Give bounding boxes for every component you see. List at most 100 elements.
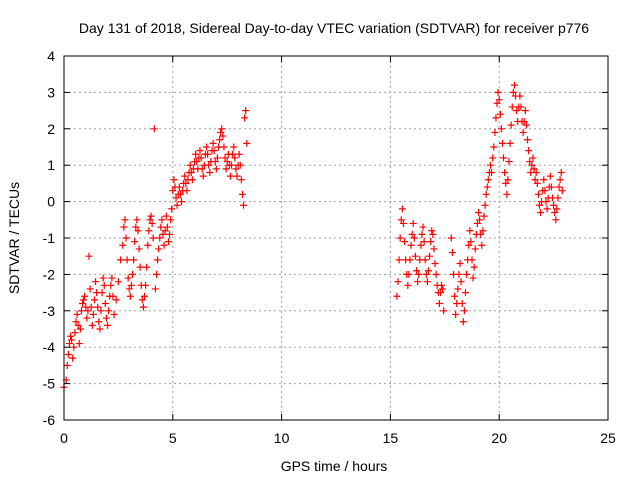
data-point bbox=[108, 274, 116, 282]
data-point bbox=[119, 241, 127, 249]
y-tick-label: 4 bbox=[47, 48, 55, 64]
data-point bbox=[552, 216, 560, 224]
data-point bbox=[505, 158, 513, 166]
data-point bbox=[470, 263, 478, 271]
data-point bbox=[112, 296, 120, 304]
data-point bbox=[149, 234, 157, 242]
data-point bbox=[97, 307, 105, 315]
data-point bbox=[130, 256, 138, 264]
data-point bbox=[163, 223, 171, 231]
data-point bbox=[460, 307, 468, 315]
data-point bbox=[501, 168, 509, 176]
data-point bbox=[543, 205, 551, 213]
data-point bbox=[110, 310, 118, 318]
data-point bbox=[154, 256, 162, 264]
data-point bbox=[489, 154, 497, 162]
data-point bbox=[481, 201, 489, 209]
data-point bbox=[209, 139, 217, 147]
data-point bbox=[233, 172, 241, 180]
data-point bbox=[401, 238, 409, 246]
data-point bbox=[229, 150, 237, 158]
y-tick-label: -5 bbox=[43, 376, 56, 392]
data-point bbox=[160, 241, 168, 249]
data-point bbox=[547, 183, 555, 191]
data-point bbox=[546, 172, 554, 180]
data-point bbox=[170, 176, 178, 184]
data-point bbox=[83, 314, 91, 322]
data-point bbox=[167, 216, 175, 224]
y-axis: -6 -5 -4 -3 -2 -1 0 1 2 3 4 bbox=[43, 48, 608, 428]
data-point bbox=[181, 172, 189, 180]
data-point bbox=[101, 300, 109, 308]
data-point bbox=[516, 92, 524, 100]
data-point bbox=[414, 278, 422, 286]
data-point bbox=[428, 227, 436, 235]
data-point bbox=[182, 179, 190, 187]
data-point bbox=[95, 318, 103, 326]
data-point bbox=[159, 230, 167, 238]
data-point bbox=[197, 154, 205, 162]
data-point bbox=[426, 252, 434, 260]
data-point bbox=[147, 212, 155, 220]
data-point bbox=[217, 128, 225, 136]
data-point bbox=[476, 216, 484, 224]
data-point bbox=[152, 270, 160, 278]
data-point bbox=[120, 223, 128, 231]
data-point bbox=[432, 270, 440, 278]
data-point bbox=[478, 241, 486, 249]
data-point bbox=[422, 270, 430, 278]
data-point bbox=[508, 103, 516, 111]
data-point bbox=[199, 172, 207, 180]
data-point bbox=[484, 176, 492, 184]
data-point bbox=[235, 150, 243, 158]
data-point bbox=[242, 107, 250, 115]
data-point bbox=[436, 289, 444, 297]
data-point bbox=[458, 300, 466, 308]
data-point bbox=[231, 154, 239, 162]
data-point bbox=[537, 209, 545, 217]
x-tick-label: 15 bbox=[383, 430, 399, 446]
data-point bbox=[86, 285, 94, 293]
data-point bbox=[228, 161, 236, 169]
data-point bbox=[455, 270, 463, 278]
data-point bbox=[237, 176, 245, 184]
data-point bbox=[123, 256, 131, 264]
data-point bbox=[463, 270, 471, 278]
data-point bbox=[421, 256, 429, 264]
x-axis-label: GPS time / hours bbox=[281, 458, 388, 474]
data-point bbox=[429, 230, 437, 238]
data-point bbox=[158, 216, 166, 224]
y-tick-label: -4 bbox=[43, 339, 56, 355]
data-point bbox=[492, 114, 500, 122]
data-point bbox=[394, 278, 402, 286]
data-point bbox=[226, 172, 234, 180]
data-point bbox=[218, 125, 226, 133]
data-point bbox=[193, 158, 201, 166]
data-point bbox=[188, 176, 196, 184]
data-point bbox=[491, 128, 499, 136]
data-point bbox=[483, 183, 491, 191]
data-point bbox=[409, 219, 417, 227]
data-point bbox=[513, 107, 521, 115]
data-point bbox=[205, 161, 213, 169]
data-point bbox=[136, 263, 144, 271]
data-point bbox=[238, 190, 246, 198]
chart-title: Day 131 of 2018, Sidereal Day-to-day VTE… bbox=[79, 20, 589, 36]
data-point bbox=[541, 187, 549, 195]
data-point bbox=[420, 238, 428, 246]
data-point bbox=[80, 296, 88, 304]
y-tick-label: 1 bbox=[47, 157, 55, 173]
data-point bbox=[413, 267, 421, 275]
data-point bbox=[236, 161, 244, 169]
data-point bbox=[451, 292, 459, 300]
x-tick-label: 10 bbox=[274, 430, 290, 446]
data-point bbox=[519, 128, 527, 136]
data-point bbox=[131, 238, 139, 246]
data-point bbox=[466, 227, 474, 235]
y-tick-label: 0 bbox=[47, 194, 55, 210]
data-point bbox=[471, 245, 479, 253]
data-point bbox=[124, 274, 132, 282]
data-point bbox=[107, 281, 115, 289]
data-point bbox=[216, 136, 224, 144]
data-point bbox=[100, 281, 108, 289]
